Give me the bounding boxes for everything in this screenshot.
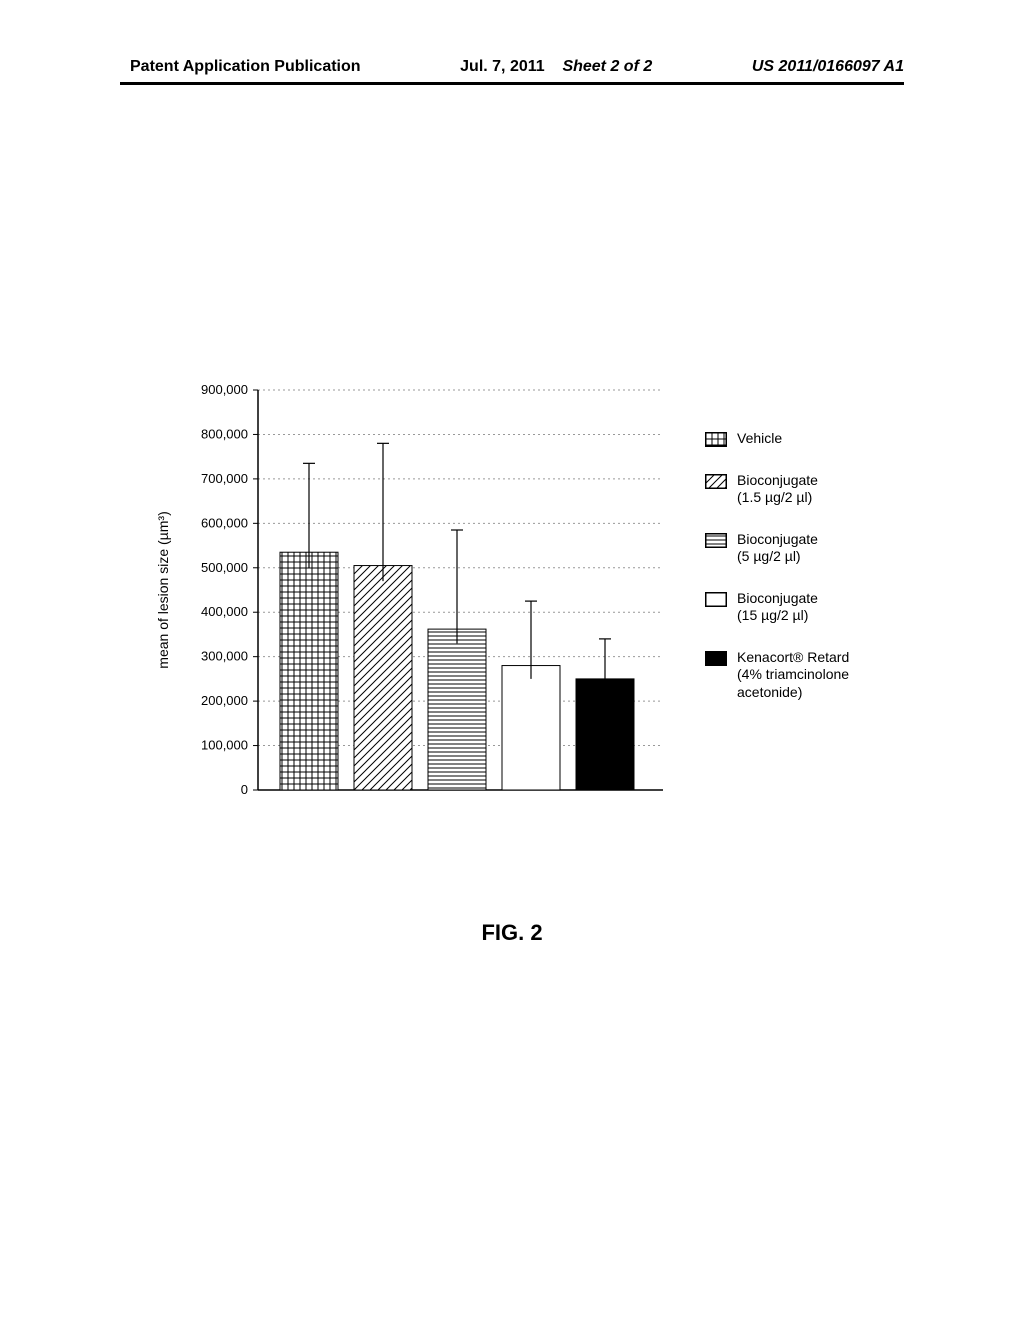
legend-swatch xyxy=(705,651,727,666)
page: Patent Application Publication Jul. 7, 2… xyxy=(0,0,1024,1320)
header-center: Jul. 7, 2011 Sheet 2 of 2 xyxy=(460,58,652,76)
legend-item: Bioconjugate (5 µg/2 µl) xyxy=(705,531,915,566)
page-header: Patent Application Publication Jul. 7, 2… xyxy=(0,58,1024,85)
legend-label: Bioconjugate (5 µg/2 µl) xyxy=(737,531,818,566)
svg-text:600,000: 600,000 xyxy=(201,515,248,530)
legend-label: Vehicle xyxy=(737,430,782,448)
header-left: Patent Application Publication xyxy=(130,58,361,76)
legend-swatch xyxy=(705,432,727,447)
header-text-row: Patent Application Publication Jul. 7, 2… xyxy=(0,58,1024,76)
svg-text:800,000: 800,000 xyxy=(201,426,248,441)
figure-label: FIG. 2 xyxy=(0,920,1024,946)
legend-item: Kenacort® Retard (4% triamcinolone aceto… xyxy=(705,649,915,702)
svg-text:700,000: 700,000 xyxy=(201,471,248,486)
legend-item: Bioconjugate (15 µg/2 µl) xyxy=(705,590,915,625)
legend-label: Kenacort® Retard (4% triamcinolone aceto… xyxy=(737,649,849,702)
legend-swatch xyxy=(705,533,727,548)
chart-legend: Vehicle Bioconjugate (1.5 µg/2 µl) Bioconj… xyxy=(705,430,915,725)
bar xyxy=(280,552,338,790)
header-rule xyxy=(120,82,904,85)
legend-label: Bioconjugate (1.5 µg/2 µl) xyxy=(737,472,818,507)
svg-text:300,000: 300,000 xyxy=(201,649,248,664)
legend-swatch xyxy=(705,592,727,607)
svg-text:mean of lesion size (µm³): mean of lesion size (µm³) xyxy=(155,511,171,668)
bar xyxy=(354,566,412,790)
svg-text:100,000: 100,000 xyxy=(201,738,248,753)
bar xyxy=(502,666,560,790)
legend-item: Vehicle xyxy=(705,430,915,448)
bar xyxy=(576,679,634,790)
legend-item: Bioconjugate (1.5 µg/2 µl) xyxy=(705,472,915,507)
legend-label: Bioconjugate (15 µg/2 µl) xyxy=(737,590,818,625)
svg-text:200,000: 200,000 xyxy=(201,693,248,708)
svg-text:900,000: 900,000 xyxy=(201,382,248,397)
bar-chart: 0 100,000 200,000 300,000 400,000 500,000 600,… xyxy=(150,370,900,850)
svg-text:400,000: 400,000 xyxy=(201,604,248,619)
svg-text:500,000: 500,000 xyxy=(201,560,248,575)
header-right: US 2011/0166097 A1 xyxy=(752,58,904,76)
bar xyxy=(428,629,486,790)
svg-text:0: 0 xyxy=(241,782,248,797)
legend-swatch xyxy=(705,474,727,489)
